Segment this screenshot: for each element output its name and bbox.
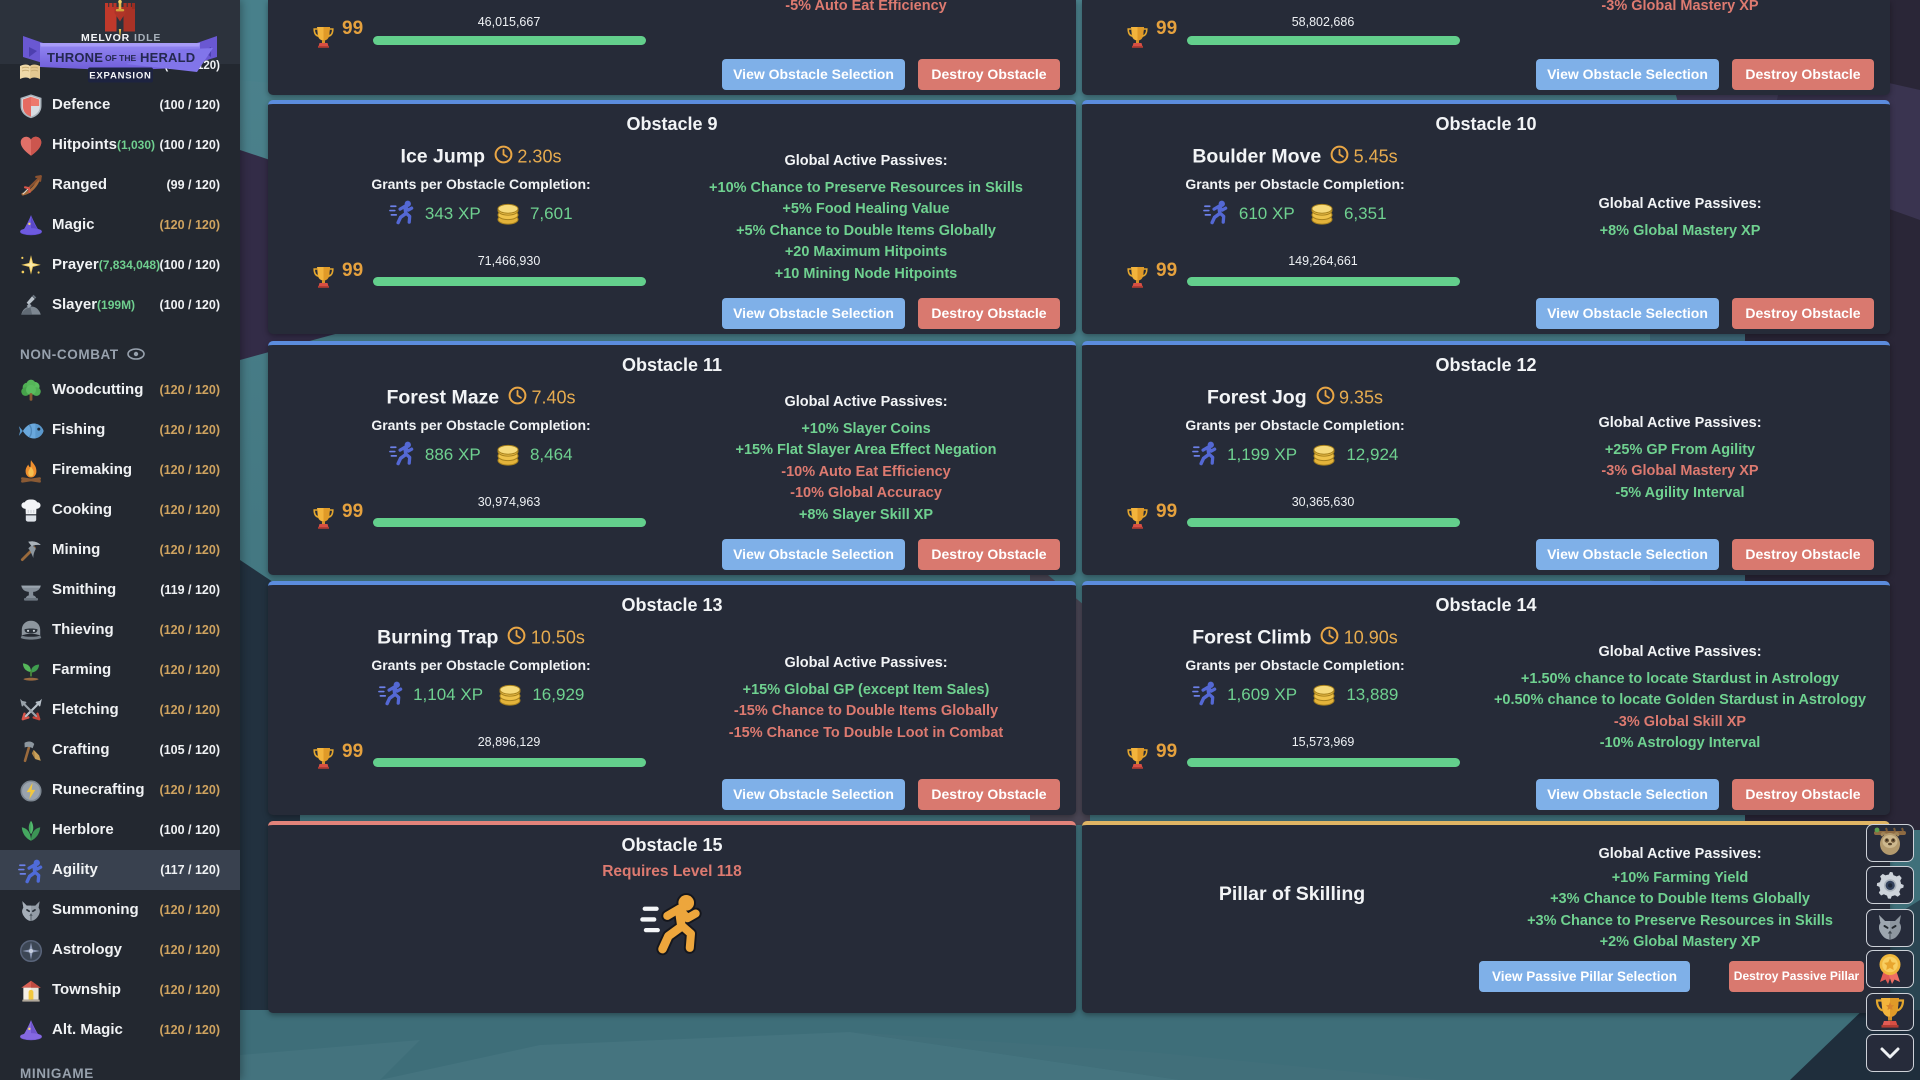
svg-text:OF THE: OF THE <box>105 53 136 63</box>
svg-text:THRONE: THRONE <box>47 50 103 65</box>
svg-text:IDLE: IDLE <box>134 32 161 44</box>
svg-text:EXPANSION: EXPANSION <box>89 71 151 82</box>
svg-text:HERALD: HERALD <box>140 50 195 65</box>
svg-text:MELVOR: MELVOR <box>81 32 130 44</box>
